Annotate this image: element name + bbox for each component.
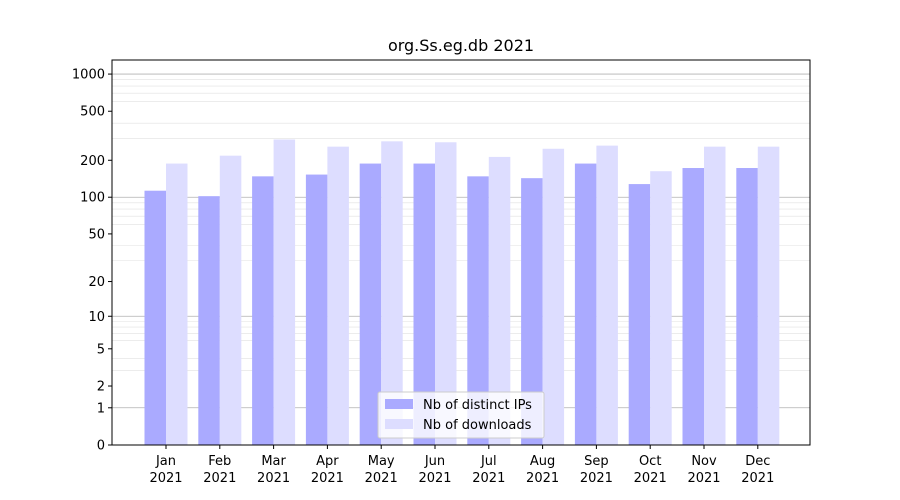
bar-distinct-ips bbox=[521, 178, 543, 445]
y-tick-label: 0 bbox=[97, 439, 105, 454]
x-tick-label-month: Jul bbox=[480, 454, 497, 469]
plot-area-frame bbox=[111, 59, 811, 446]
x-tick-label-month: Dec bbox=[745, 454, 770, 469]
bar-downloads bbox=[542, 148, 565, 446]
legend-label-downloads: Nb of downloads bbox=[423, 418, 532, 433]
x-tick-label-year: 2021 bbox=[687, 471, 720, 486]
y-tick-label: 1000 bbox=[72, 68, 105, 83]
x-tick-label-year: 2021 bbox=[418, 471, 451, 486]
bar-downloads bbox=[327, 146, 349, 445]
y-tick-label: 10 bbox=[88, 310, 105, 325]
bar-distinct-ips bbox=[682, 168, 704, 445]
bar-distinct-ips bbox=[359, 163, 382, 445]
bar-distinct-ips bbox=[413, 163, 435, 445]
x-tick-label-year: 2021 bbox=[472, 471, 505, 486]
bar-downloads bbox=[650, 171, 672, 446]
x-tick-label-year: 2021 bbox=[257, 471, 290, 486]
x-tick-label-month: Apr bbox=[316, 454, 339, 469]
bar-downloads bbox=[166, 163, 188, 445]
y-tick-label: 1 bbox=[97, 401, 105, 416]
y-tick-label: 20 bbox=[88, 275, 105, 290]
x-tick-label-month: Sep bbox=[584, 454, 609, 469]
bar-downloads bbox=[757, 146, 780, 445]
legend-swatch-distinct-ips bbox=[385, 399, 413, 409]
x-tick-label-year: 2021 bbox=[203, 471, 236, 486]
x-tick-label-year: 2021 bbox=[634, 471, 667, 486]
bar-downloads bbox=[273, 139, 296, 445]
bar-downloads bbox=[488, 156, 511, 446]
x-axis: Jan 2021 Feb 2021 Mar 2021 Apr 2021 May 2021 Jun 20… bbox=[149, 445, 774, 486]
bar-downloads bbox=[381, 141, 403, 445]
bar-distinct-ips bbox=[628, 184, 651, 445]
bar-distinct-ips bbox=[198, 196, 220, 445]
bar-distinct-ips bbox=[736, 168, 758, 445]
legend-label-distinct-ips: Nb of distinct IPs bbox=[423, 398, 532, 413]
y-tick-label: 200 bbox=[80, 154, 105, 169]
x-tick-label-month: May bbox=[368, 454, 395, 469]
x-tick-label-year: 2021 bbox=[741, 471, 774, 486]
x-tick-label-year: 2021 bbox=[526, 471, 559, 486]
y-tick-label: 50 bbox=[88, 227, 105, 242]
legend: Nb of distinct IPs Nb of downloads bbox=[377, 391, 545, 439]
legend-swatch-downloads bbox=[385, 419, 413, 429]
x-tick-label-year: 2021 bbox=[149, 471, 182, 486]
x-tick-label-month: Mar bbox=[261, 454, 286, 469]
bar-distinct-ips bbox=[144, 190, 166, 445]
legend-box bbox=[377, 391, 545, 439]
x-tick-label-year: 2021 bbox=[365, 471, 398, 486]
y-tick-label: 500 bbox=[80, 105, 105, 120]
bars bbox=[144, 139, 780, 446]
x-tick-label-year: 2021 bbox=[580, 471, 613, 486]
x-tick-label-year: 2021 bbox=[311, 471, 344, 486]
x-tick-label-month: Jun bbox=[424, 454, 445, 469]
bar-distinct-ips bbox=[305, 174, 328, 446]
y-tick-label: 5 bbox=[97, 342, 105, 357]
bar-downloads bbox=[219, 155, 242, 446]
x-tick-label-month: Feb bbox=[208, 454, 231, 469]
bar-downloads bbox=[596, 145, 618, 446]
chart-title: org.Ss.eg.db 2021 bbox=[388, 36, 534, 55]
y-tick-label: 100 bbox=[80, 191, 105, 206]
x-tick-label-month: Aug bbox=[530, 454, 555, 469]
bar-distinct-ips bbox=[252, 176, 274, 445]
bar-downloads bbox=[704, 146, 726, 445]
x-tick-label-month: Nov bbox=[691, 454, 717, 469]
bar-distinct-ips bbox=[574, 163, 597, 445]
bar-downloads bbox=[435, 142, 457, 445]
y-tick-label: 2 bbox=[97, 380, 105, 395]
x-tick-label-month: Oct bbox=[639, 454, 661, 469]
x-tick-label-month: Jan bbox=[155, 454, 176, 469]
bar-distinct-ips bbox=[467, 176, 489, 445]
y-axis: 0 1 2 5 10 20 50 100 200 500 1000 bbox=[72, 68, 112, 454]
